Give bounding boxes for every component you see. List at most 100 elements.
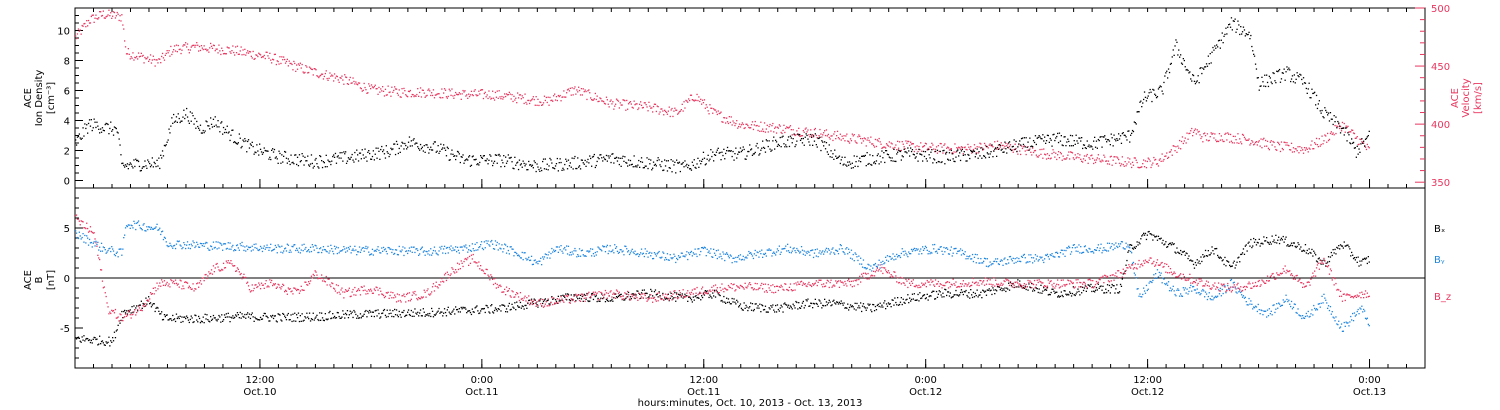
velocity-point (1315, 137, 1318, 140)
by-point (313, 249, 315, 251)
by-point (391, 251, 393, 254)
by-point (359, 251, 362, 253)
bx-point (1133, 246, 1135, 248)
velocity-point (428, 88, 430, 90)
bx-point (180, 321, 182, 323)
velocity-point (75, 37, 78, 40)
density-point (132, 167, 134, 169)
density-point (342, 160, 344, 162)
by-point (332, 250, 334, 253)
density-point (429, 148, 431, 151)
velocity-point (302, 71, 304, 73)
bx-point (240, 317, 242, 319)
density-point (635, 165, 637, 167)
bx-point (886, 305, 889, 307)
density-point (1293, 74, 1295, 76)
velocity-point (959, 148, 962, 150)
density-point (1352, 141, 1355, 144)
velocity-point (1172, 145, 1174, 147)
velocity-point (802, 130, 804, 132)
bx-point (516, 301, 518, 303)
bx-point (384, 314, 387, 316)
velocity-point (674, 107, 676, 109)
density-point (828, 144, 830, 146)
velocity-point (1003, 147, 1005, 149)
velocity-point (718, 112, 720, 115)
velocity-point (175, 44, 178, 46)
density-point (918, 148, 920, 150)
by-point (245, 250, 247, 252)
velocity-point (950, 148, 952, 150)
density-point (216, 126, 218, 128)
velocity-point (1292, 147, 1295, 149)
velocity-point (103, 17, 105, 19)
density-point (996, 146, 999, 149)
bx-point (101, 340, 104, 342)
velocity-point (642, 106, 644, 109)
velocity-point (553, 95, 555, 97)
bx-point (583, 293, 585, 296)
bx-point (1161, 242, 1163, 244)
by-point (262, 247, 264, 249)
velocity-point (427, 89, 429, 91)
density-point (1225, 27, 1227, 29)
velocity-point (203, 45, 205, 47)
top-panel-frame (74, 7, 1426, 189)
velocity-point (729, 121, 731, 124)
density-point (613, 162, 615, 164)
bx-point (865, 309, 867, 311)
density-point (632, 166, 634, 168)
velocity-point (675, 109, 677, 111)
velocity-point (824, 134, 827, 137)
density-point (919, 153, 921, 155)
density-point (899, 150, 902, 153)
velocity-point (832, 139, 834, 142)
bx-point (1078, 290, 1080, 293)
velocity-point (1175, 146, 1177, 148)
density-point (311, 162, 313, 165)
density-point (359, 152, 362, 154)
bx-point (459, 311, 461, 313)
velocity-point (108, 9, 110, 11)
density-point (1057, 132, 1059, 135)
density-point (778, 144, 780, 147)
bx-point (1306, 249, 1308, 252)
density-point (1201, 72, 1203, 75)
bx-point (490, 305, 492, 307)
density-point (88, 119, 91, 121)
density-point (453, 155, 455, 157)
by-point (258, 249, 260, 252)
density-point (1011, 146, 1013, 148)
density-point (546, 163, 548, 165)
by-point (411, 251, 413, 253)
bx-point (1140, 238, 1142, 240)
density-point (490, 155, 492, 157)
velocity-point (1368, 147, 1370, 149)
density-point (731, 155, 733, 158)
velocity-point (681, 103, 683, 105)
velocity-point (1321, 135, 1323, 137)
bx-point (232, 315, 234, 317)
density-point (479, 161, 481, 164)
velocity-point (187, 49, 190, 51)
density-point (381, 145, 383, 148)
density-point (1076, 140, 1078, 142)
bx-point (1312, 255, 1314, 257)
density-point (1061, 144, 1063, 146)
bx-point (488, 311, 490, 313)
velocity-point (602, 100, 604, 102)
velocity-point (76, 33, 79, 35)
by-point (356, 254, 358, 256)
by-point (139, 227, 141, 229)
velocity-point (632, 107, 634, 109)
bx-point (221, 314, 223, 316)
bx-point (79, 340, 81, 342)
density-point (588, 162, 590, 164)
density-point (602, 160, 604, 162)
bx-point (990, 289, 992, 291)
velocity-point (1268, 149, 1270, 151)
velocity-point (706, 106, 708, 108)
velocity-point (162, 57, 165, 59)
bx-point (521, 305, 523, 307)
velocity-point (505, 93, 508, 95)
